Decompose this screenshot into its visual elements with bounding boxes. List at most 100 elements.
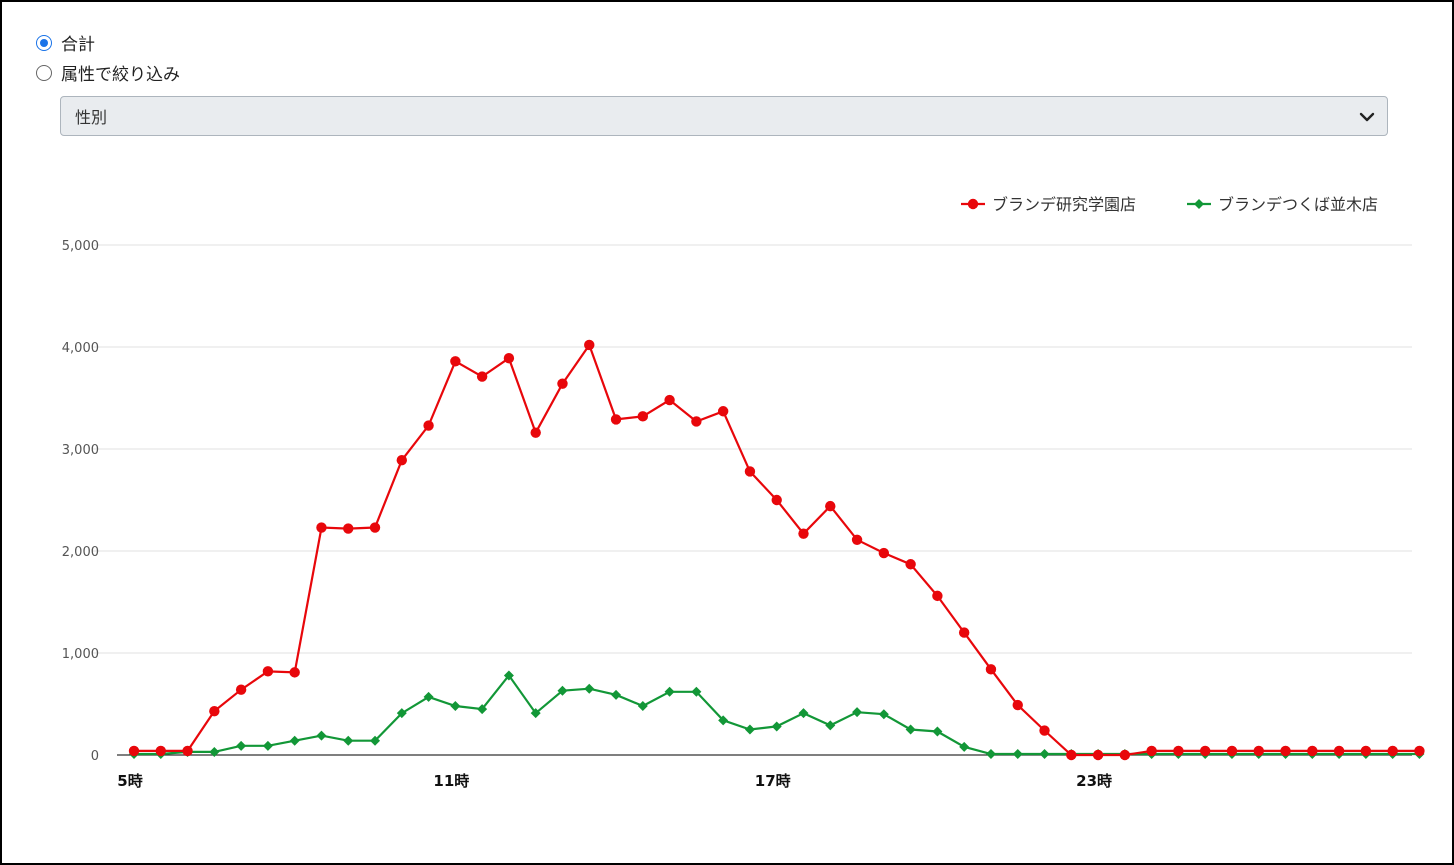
data-point xyxy=(236,740,247,751)
data-point xyxy=(1146,745,1157,757)
data-point xyxy=(878,547,890,559)
data-point xyxy=(289,667,300,678)
legend-label: ブランデ研究学園店 xyxy=(992,195,1136,214)
data-point xyxy=(477,704,488,715)
total-radio-icon[interactable] xyxy=(36,34,52,51)
data-point xyxy=(664,394,675,406)
data-point xyxy=(1173,745,1184,757)
data-point xyxy=(744,466,756,477)
data-point xyxy=(771,494,782,506)
data-point xyxy=(1039,748,1050,759)
data-point xyxy=(798,708,809,719)
attribute-radio-icon[interactable] xyxy=(36,64,52,81)
attribute-radio-label: 属性で絞り込み xyxy=(61,65,180,85)
data-point xyxy=(1333,745,1345,757)
legend-marker xyxy=(1194,199,1204,209)
data-point xyxy=(209,746,220,757)
data-point xyxy=(557,685,568,696)
data-point xyxy=(1360,745,1372,757)
data-point xyxy=(717,406,729,417)
series-2 xyxy=(129,670,1425,759)
data-point xyxy=(851,534,863,545)
data-point xyxy=(1280,745,1291,757)
data-point xyxy=(691,416,702,427)
data-point xyxy=(637,411,649,422)
x-tick-label: 23時 xyxy=(1076,772,1112,790)
series-line xyxy=(134,673,1420,756)
data-point xyxy=(530,708,541,719)
data-point xyxy=(396,708,407,719)
data-point xyxy=(450,701,461,712)
data-point xyxy=(1387,745,1398,757)
data-point xyxy=(691,686,702,697)
data-point xyxy=(557,378,568,389)
data-point xyxy=(235,684,247,695)
data-point xyxy=(369,522,381,533)
data-point xyxy=(530,427,541,438)
data-point xyxy=(1200,745,1211,757)
data-point xyxy=(423,691,434,702)
data-point xyxy=(1226,745,1238,757)
series-1 xyxy=(128,339,1425,761)
data-point xyxy=(316,730,327,741)
data-point xyxy=(182,745,193,757)
data-point xyxy=(878,709,889,720)
data-point xyxy=(343,523,354,534)
data-point xyxy=(985,748,996,759)
data-point xyxy=(718,715,729,726)
data-point xyxy=(905,559,916,570)
x-tick-label: 5時 xyxy=(117,772,142,790)
data-point xyxy=(771,721,782,732)
chevron-down-icon xyxy=(1359,112,1375,122)
data-point xyxy=(1039,725,1050,736)
data-point xyxy=(289,735,300,746)
data-point xyxy=(370,735,381,746)
data-point xyxy=(1012,748,1023,759)
data-point xyxy=(664,686,675,697)
data-point xyxy=(155,745,166,757)
data-point xyxy=(1414,745,1425,757)
data-point xyxy=(503,353,515,364)
y-tick-label: 0 xyxy=(91,749,99,764)
data-point xyxy=(316,522,327,533)
data-point xyxy=(798,528,809,539)
data-point xyxy=(959,741,970,752)
data-point xyxy=(985,664,997,675)
data-point xyxy=(932,590,943,602)
data-point xyxy=(1119,749,1131,761)
x-tick-label: 17時 xyxy=(755,772,791,790)
data-point xyxy=(584,339,595,351)
data-point xyxy=(503,670,514,681)
y-tick-label: 3,000 xyxy=(62,443,99,458)
data-point xyxy=(1012,699,1023,711)
data-point xyxy=(476,371,488,382)
data-point xyxy=(343,735,354,746)
attribute-radio-option[interactable]: 属性で絞り込み xyxy=(36,60,180,85)
data-point xyxy=(905,724,916,735)
attribute-select-value: 性別 xyxy=(75,108,108,127)
total-radio-option[interactable]: 合計 xyxy=(36,30,95,55)
data-point xyxy=(209,705,220,717)
x-tick-label: 11時 xyxy=(433,772,469,790)
data-point xyxy=(1307,745,1318,757)
y-tick-label: 2,000 xyxy=(62,545,99,560)
data-point xyxy=(262,740,273,751)
data-point xyxy=(852,707,863,718)
y-tick-label: 4,000 xyxy=(62,341,99,356)
data-point xyxy=(611,689,622,700)
data-point xyxy=(128,745,140,757)
attribute-select[interactable]: 性別 xyxy=(60,96,1388,136)
data-point xyxy=(825,500,836,512)
legend-label: ブランデつくば並木店 xyxy=(1218,195,1378,214)
data-point xyxy=(1092,749,1104,761)
total-radio-label: 合計 xyxy=(61,35,95,55)
data-point xyxy=(1253,745,1264,757)
y-tick-label: 1,000 xyxy=(62,647,99,662)
data-point xyxy=(637,701,648,712)
data-point xyxy=(825,720,836,731)
data-point xyxy=(262,666,274,677)
y-tick-label: 5,000 xyxy=(62,239,99,254)
series-line xyxy=(134,342,1420,757)
data-point xyxy=(584,683,595,694)
